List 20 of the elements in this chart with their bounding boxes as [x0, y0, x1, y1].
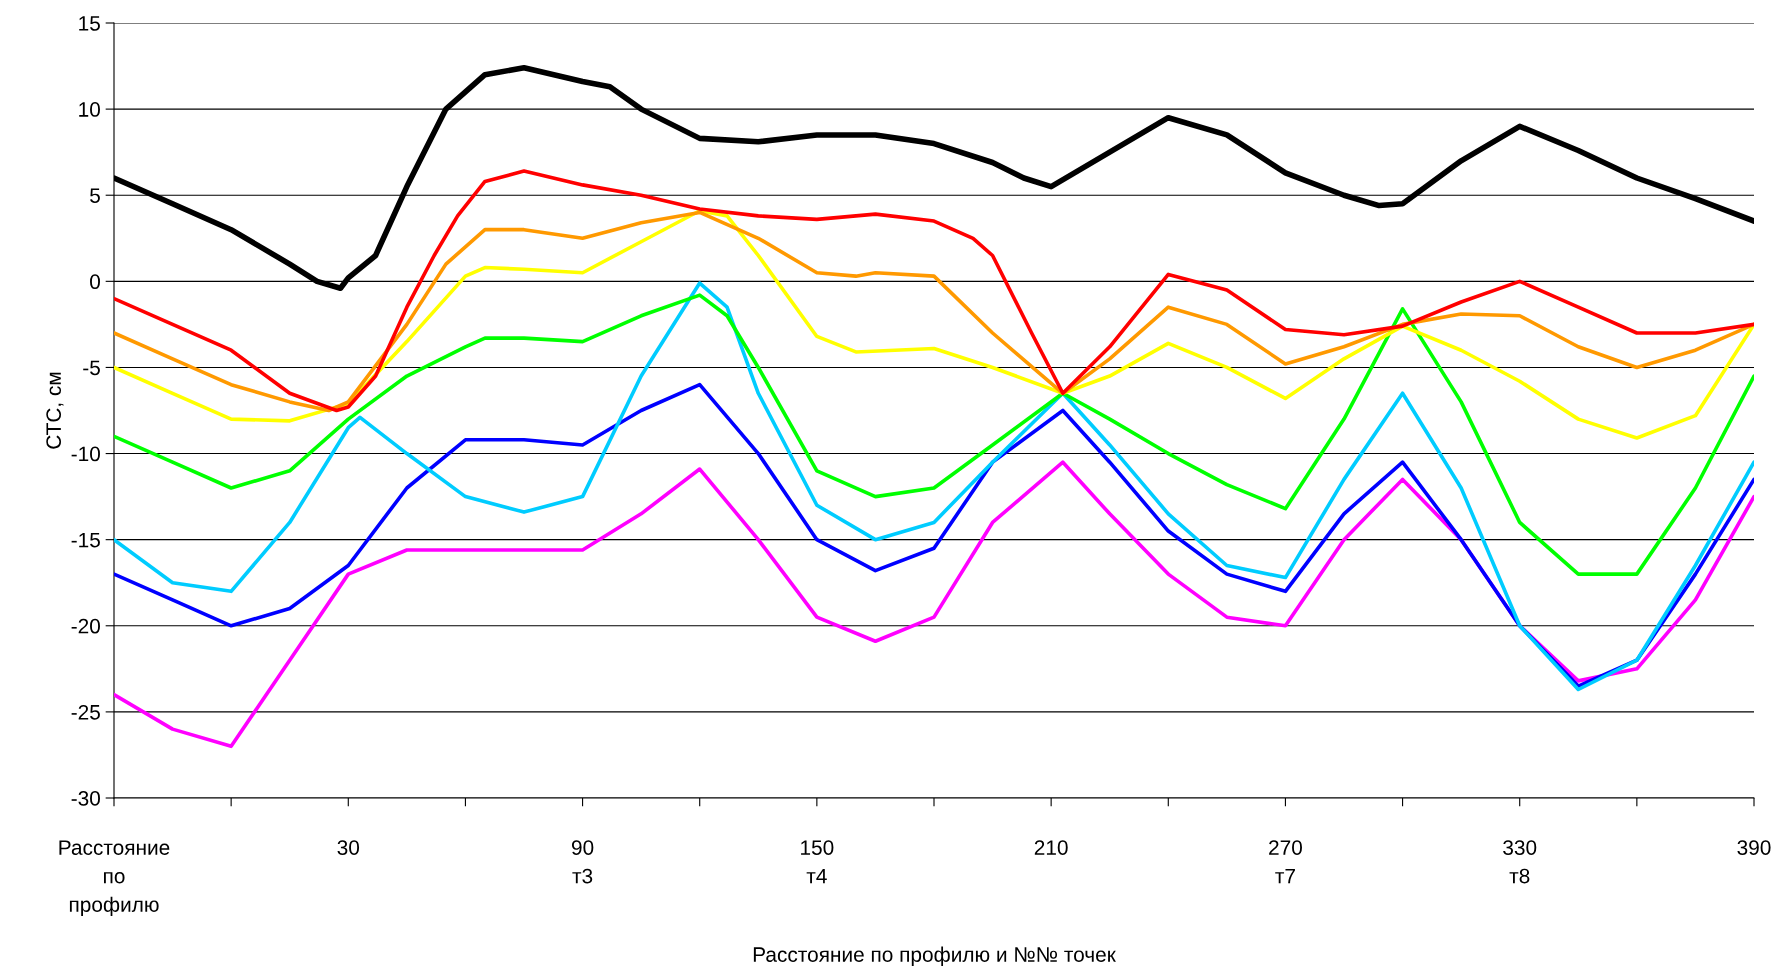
- y-tick-label: 10: [79, 102, 100, 117]
- y-tick-label: -15: [71, 532, 100, 548]
- x-tick-label: 330 т8: [1503, 840, 1537, 884]
- y-tick-label: 5: [90, 188, 100, 203]
- y-tick-label: -5: [83, 360, 100, 376]
- x-tick-label: 90 т3: [571, 840, 594, 884]
- x-tick-label: 270 т7: [1269, 840, 1302, 884]
- y-tick-label: 0: [90, 274, 100, 290]
- y-tick-label: 15: [79, 16, 100, 31]
- y-tick-label: -20: [71, 618, 100, 634]
- x-tick-label: Расстояние по профилю: [59, 840, 170, 917]
- y-axis-title: СТС, см: [46, 372, 64, 449]
- x-tick-label: 210: [1034, 840, 1068, 855]
- x-tick-label: 390: [1737, 840, 1771, 855]
- y-tick-label: -30: [71, 791, 100, 806]
- x-tick-label: 150 т4: [801, 840, 834, 884]
- x-tick-label: 30: [337, 840, 360, 855]
- y-tick-label: -10: [71, 446, 100, 462]
- x-axis-title: Расстояние по профилю и №№ точек: [753, 946, 1116, 967]
- y-tick-label: -25: [71, 704, 100, 720]
